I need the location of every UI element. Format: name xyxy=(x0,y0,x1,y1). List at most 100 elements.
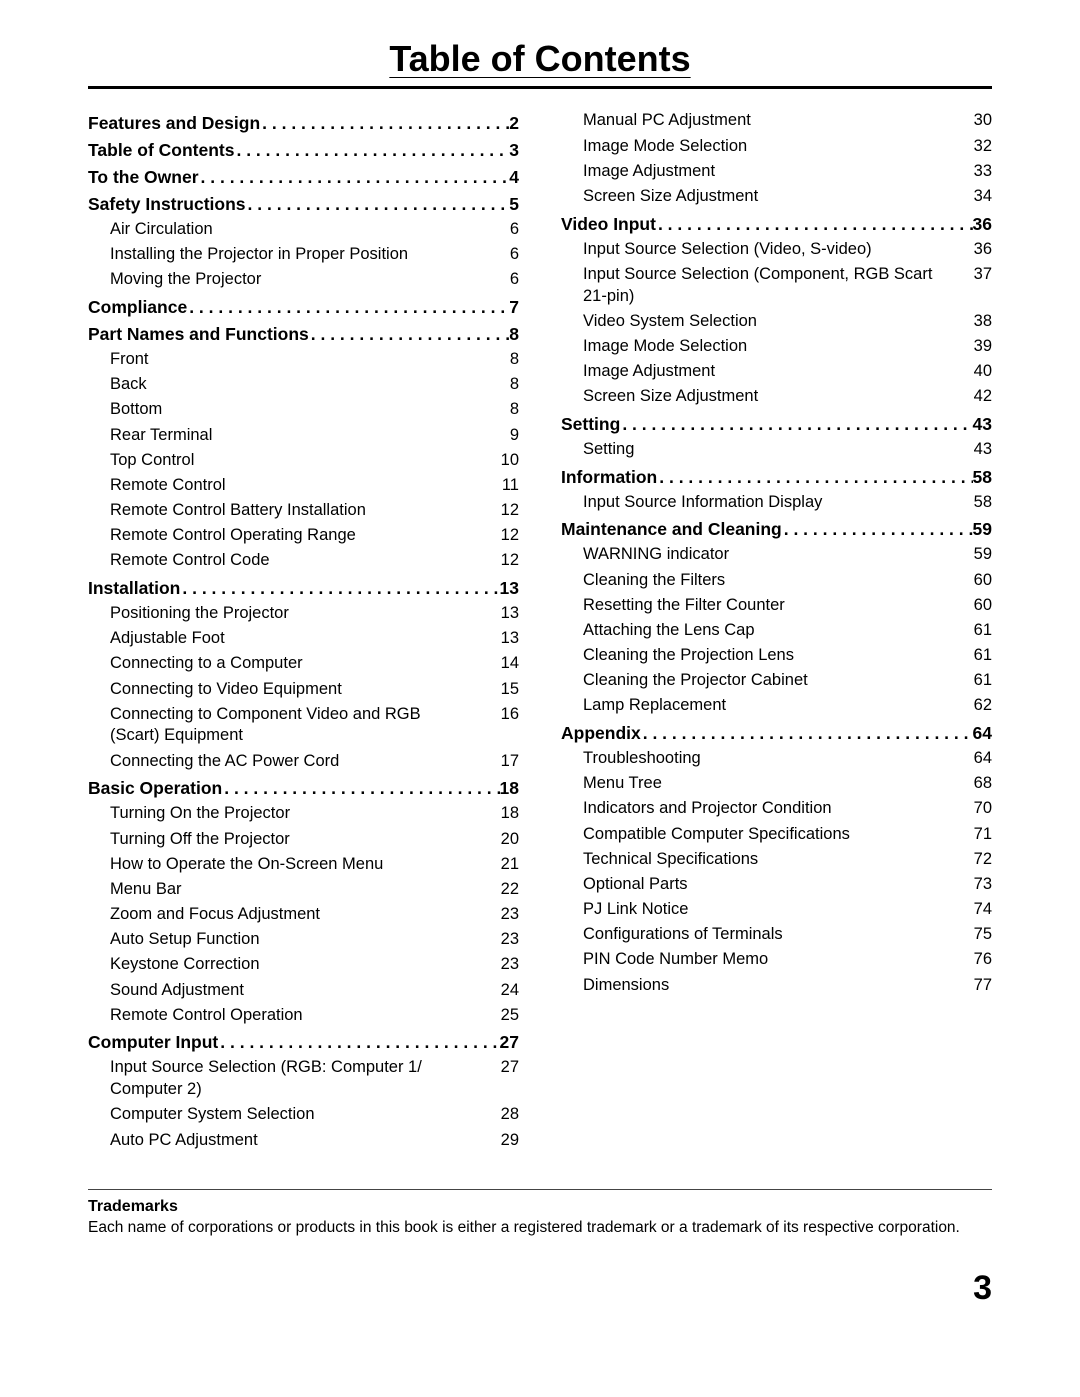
toc-entry: Remote Control Battery Installation12 xyxy=(88,500,519,522)
toc-entry-page: 6 xyxy=(487,245,519,264)
toc-entry-label: Turning Off the Projector xyxy=(110,829,487,851)
toc-entry-page: 28 xyxy=(487,1105,519,1124)
toc-entry-label: Keystone Correction xyxy=(110,954,487,976)
toc-entry: Remote Control Operating Range12 xyxy=(88,525,519,547)
toc-entry: Screen Size Adjustment34 xyxy=(561,186,992,208)
toc-entry-page: 14 xyxy=(487,654,519,673)
toc-leader-dots xyxy=(218,1032,499,1053)
toc-entry-label: PIN Code Number Memo xyxy=(583,949,960,971)
toc-entry-label: Remote Control xyxy=(110,475,487,497)
toc-section-label: Installation xyxy=(88,578,180,599)
toc-entry-page: 62 xyxy=(960,696,992,715)
toc-entry: Sound Adjustment24 xyxy=(88,980,519,1002)
toc-leader-dots xyxy=(309,324,510,345)
toc-entry: Manual PC Adjustment30 xyxy=(561,110,992,132)
toc-leader-dots xyxy=(222,778,499,799)
toc-entry-label: Video System Selection xyxy=(583,311,960,333)
toc-entry-label: Top Control xyxy=(110,450,487,472)
toc-entry: Configurations of Terminals75 xyxy=(561,924,992,946)
toc-leader-dots xyxy=(199,167,510,188)
toc-section-page: 18 xyxy=(500,778,519,799)
toc-entry: Compatible Computer Specifications71 xyxy=(561,824,992,846)
toc-section-page: 3 xyxy=(509,140,519,161)
toc-entry-page: 61 xyxy=(960,621,992,640)
toc-entry-page: 30 xyxy=(960,111,992,130)
toc-entry: Remote Control Code12 xyxy=(88,550,519,572)
toc-entry-label: PJ Link Notice xyxy=(583,899,960,921)
toc-entry: Turning On the Projector18 xyxy=(88,803,519,825)
toc-entry-label: Turning On the Projector xyxy=(110,803,487,825)
toc-entry-label: Connecting to Component Video and RGB (S… xyxy=(110,704,487,748)
toc-entry-page: 12 xyxy=(487,526,519,545)
toc-entry-label: Auto Setup Function xyxy=(110,929,487,951)
toc-entry-label: Air Circulation xyxy=(110,219,487,241)
toc-entry: Auto Setup Function23 xyxy=(88,929,519,951)
toc-entry-label: Setting xyxy=(583,439,960,461)
toc-entry-label: Resetting the Filter Counter xyxy=(583,595,960,617)
toc-section-page: 2 xyxy=(509,113,519,134)
toc-entry-label: Image Adjustment xyxy=(583,161,960,183)
toc-entry: Cleaning the Filters60 xyxy=(561,570,992,592)
toc-entry-label: Attaching the Lens Cap xyxy=(583,620,960,642)
toc-entry-page: 34 xyxy=(960,187,992,206)
toc-entry-page: 40 xyxy=(960,362,992,381)
toc-entry: Turning Off the Projector20 xyxy=(88,829,519,851)
toc-section-label: To the Owner xyxy=(88,167,199,188)
toc-entry-page: 17 xyxy=(487,752,519,771)
toc-leader-dots xyxy=(187,297,509,318)
toc-entry: How to Operate the On-Screen Menu21 xyxy=(88,854,519,876)
toc-entry: Input Source Selection (Video, S-video)3… xyxy=(561,239,992,261)
toc-entry: Front8 xyxy=(88,349,519,371)
toc-entry-label: Back xyxy=(110,374,487,396)
toc-entry: Image Adjustment33 xyxy=(561,161,992,183)
toc-entry: Remote Control Operation25 xyxy=(88,1005,519,1027)
toc-section: Video Input 36 xyxy=(561,214,992,235)
toc-entry: Setting43 xyxy=(561,439,992,461)
toc-entry-page: 10 xyxy=(487,451,519,470)
toc-section: Table of Contents 3 xyxy=(88,140,519,161)
toc-leader-dots xyxy=(180,578,499,599)
toc-section-label: Appendix xyxy=(561,723,641,744)
toc-entry-page: 6 xyxy=(487,270,519,289)
toc-entry: Auto PC Adjustment29 xyxy=(88,1130,519,1152)
toc-entry-label: Moving the Projector xyxy=(110,269,487,291)
toc-entry: Connecting to Video Equipment15 xyxy=(88,679,519,701)
toc-entry-page: 64 xyxy=(960,749,992,768)
toc-section: Appendix 64 xyxy=(561,723,992,744)
toc-entry-page: 61 xyxy=(960,671,992,690)
toc-entry-label: Technical Specifications xyxy=(583,849,960,871)
toc-entry: Input Source Information Display58 xyxy=(561,492,992,514)
toc-leader-dots xyxy=(782,519,973,540)
toc-entry-page: 58 xyxy=(960,493,992,512)
toc-entry-label: Positioning the Projector xyxy=(110,603,487,625)
toc-entry: Dimensions77 xyxy=(561,975,992,997)
toc-entry-page: 74 xyxy=(960,900,992,919)
toc-leader-dots xyxy=(234,140,509,161)
toc-entry-label: Lamp Replacement xyxy=(583,695,960,717)
toc-entry: Top Control10 xyxy=(88,450,519,472)
toc-section-label: Compliance xyxy=(88,297,187,318)
toc-entry: Attaching the Lens Cap61 xyxy=(561,620,992,642)
toc-entry-label: Compatible Computer Specifications xyxy=(583,824,960,846)
toc-section: Safety Instructions 5 xyxy=(88,194,519,215)
toc-leader-dots xyxy=(260,113,509,134)
toc-entry-label: Input Source Information Display xyxy=(583,492,960,514)
toc-entry-label: Configurations of Terminals xyxy=(583,924,960,946)
toc-entry: Remote Control11 xyxy=(88,475,519,497)
toc-entry-page: 71 xyxy=(960,825,992,844)
toc-section: Information 58 xyxy=(561,467,992,488)
toc-entry-page: 8 xyxy=(487,400,519,419)
toc-entry-page: 76 xyxy=(960,950,992,969)
toc-entry: Positioning the Projector13 xyxy=(88,603,519,625)
toc-entry: Bottom8 xyxy=(88,399,519,421)
toc-entry-page: 8 xyxy=(487,375,519,394)
toc-entry: Connecting to a Computer14 xyxy=(88,653,519,675)
toc-entry: Menu Tree68 xyxy=(561,773,992,795)
toc-entry-page: 12 xyxy=(487,551,519,570)
toc-leader-dots xyxy=(656,214,973,235)
toc-section-label: Video Input xyxy=(561,214,656,235)
toc-entry-page: 61 xyxy=(960,646,992,665)
title-rule xyxy=(88,86,992,89)
toc-section: Installation 13 xyxy=(88,578,519,599)
toc-entry-label: Rear Terminal xyxy=(110,425,487,447)
